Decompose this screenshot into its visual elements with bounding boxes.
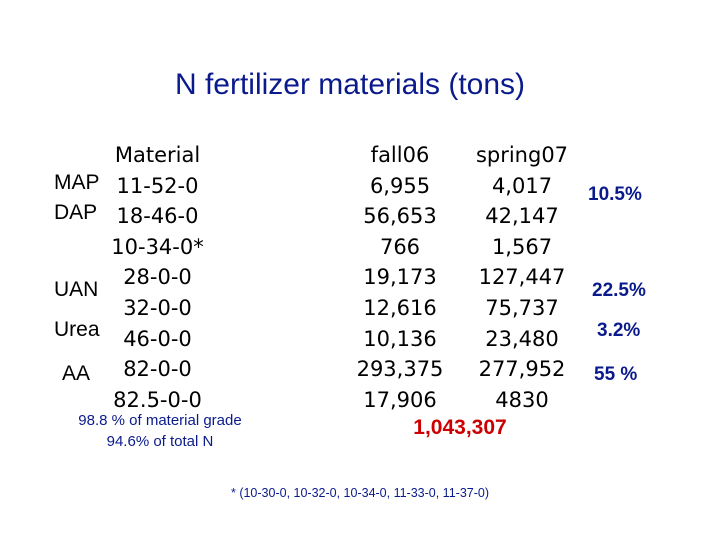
fall-header: fall06 — [370, 143, 430, 167]
footnote: * (10-30-0, 10-32-0, 10-34-0, 11-33-0, 1… — [230, 486, 489, 500]
fall-cell: 56,653 — [363, 204, 437, 229]
grand-total: 1,043,307 — [413, 416, 507, 439]
group-label-uan: UAN — [54, 278, 99, 301]
fall-cell: 19,173 — [363, 265, 437, 290]
group-label-aa: AA — [62, 362, 91, 385]
fall-cell: 12,616 — [363, 295, 437, 320]
spring-cell: 127,447 — [478, 265, 566, 290]
group-label-map: MAP — [54, 171, 100, 194]
material-cell: 28-0-0 — [123, 265, 192, 290]
percent-uan: 22.5% — [592, 280, 646, 301]
spring-cell: 4,017 — [491, 173, 553, 198]
material-cell: 32-0-0 — [123, 295, 192, 320]
note-line-2: 94.6% of total N — [106, 433, 214, 450]
material-cell: 46-0-0 — [123, 326, 192, 351]
group-label-dap: DAP — [54, 201, 98, 224]
spring-cell: 23,480 — [485, 326, 559, 351]
spring-header: spring07 — [475, 143, 569, 167]
fall-cell: 6,955 — [369, 173, 431, 198]
material-column: Material 11-52-0 18-46-0 10-34-0* 28-0-0… — [95, 140, 220, 415]
fall-column: fall06 6,955 56,653 766 19,173 12,616 10… — [340, 140, 460, 415]
material-cell: 82-0-0 — [123, 357, 192, 382]
percent-urea: 3.2% — [597, 320, 641, 341]
spring-cell: 277,952 — [478, 357, 566, 382]
note-line-1: 98.8 % of material grade — [78, 412, 242, 429]
spring-cell: 75,737 — [485, 295, 559, 320]
group-label-urea: Urea — [54, 318, 100, 341]
fall-cell: 766 — [379, 234, 421, 259]
slide-title: N fertilizer materials (tons) — [174, 68, 526, 101]
spring-cell: 42,147 — [485, 204, 559, 229]
percent-aa: 55 % — [594, 364, 638, 385]
material-cell: 11-52-0 — [116, 173, 199, 198]
spring-column: spring07 4,017 42,147 1,567 127,447 75,7… — [462, 140, 582, 415]
material-header: Material — [114, 143, 201, 167]
fall-cell: 293,375 — [356, 357, 444, 382]
material-grade-note: 98.8 % of material grade 94.6% of total … — [40, 410, 280, 452]
fall-cell: 10,136 — [363, 326, 437, 351]
spring-cell: 4830 — [495, 387, 549, 412]
fall-cell: 17,906 — [363, 387, 437, 412]
material-cell: 82.5-0-0 — [113, 387, 202, 412]
spring-cell: 1,567 — [491, 234, 553, 259]
material-cell: 18-46-0 — [116, 204, 199, 229]
percent-phosphate: 10.5% — [588, 184, 642, 205]
material-cell: 10-34-0* — [111, 234, 204, 259]
